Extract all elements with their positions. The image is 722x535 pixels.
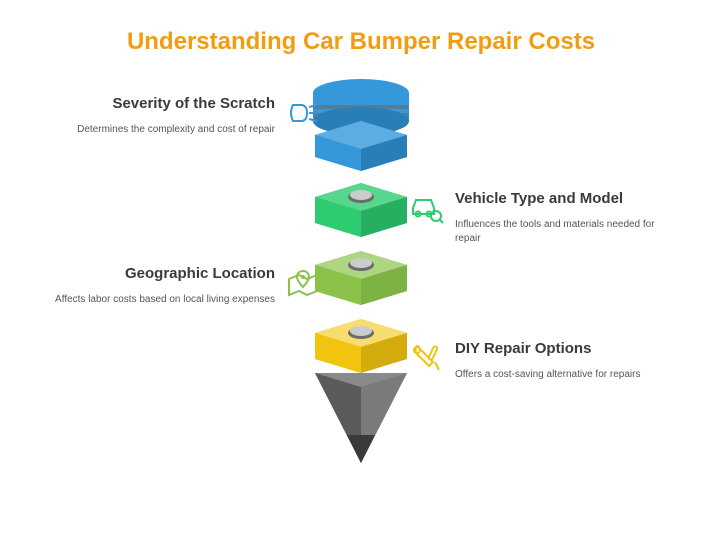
pencil-segment-2 [315, 183, 407, 237]
pencil-segment-4 [315, 319, 407, 373]
factor-heading: DIY Repair Options [455, 340, 675, 358]
tools-icon [409, 340, 445, 376]
factor-heading: Geographic Location [55, 265, 275, 283]
factor-desc: Affects labor costs based on local livin… [55, 293, 275, 307]
pencil-segment-3 [315, 251, 407, 305]
factor-desc: Influences the tools and materials neede… [455, 218, 675, 246]
factor-diy: DIY Repair Options Offers a cost-saving … [455, 340, 675, 382]
pencil-tip [315, 373, 407, 463]
factor-severity: Severity of the Scratch Determines the c… [55, 95, 275, 137]
factor-desc: Offers a cost-saving alternative for rep… [455, 368, 675, 382]
headlight-icon [285, 95, 321, 131]
factor-heading: Severity of the Scratch [55, 95, 275, 113]
page-title: Understanding Car Bumper Repair Costs [0, 0, 722, 56]
factor-vehicle-type: Vehicle Type and Model Influences the to… [455, 190, 675, 246]
car-search-icon [409, 190, 445, 226]
factor-location: Geographic Location Affects labor costs … [55, 265, 275, 307]
factor-desc: Determines the complexity and cost of re… [55, 123, 275, 137]
factor-heading: Vehicle Type and Model [455, 190, 675, 208]
map-pin-icon [285, 265, 321, 301]
pencil-segment-1 [313, 79, 409, 171]
